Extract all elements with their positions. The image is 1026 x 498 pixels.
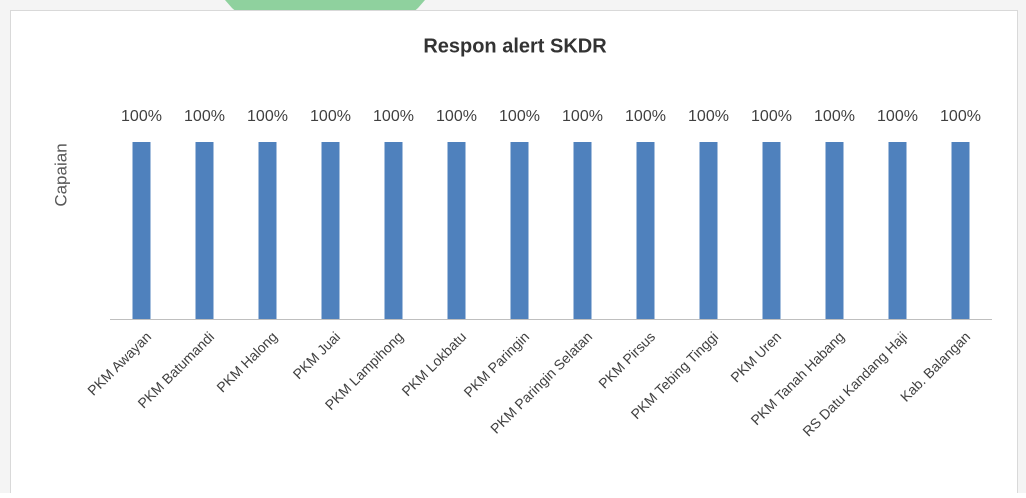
bar: [132, 142, 151, 319]
data-label: 100%: [184, 108, 225, 125]
data-label: 100%: [310, 108, 351, 125]
bar: [573, 142, 592, 319]
bar: [699, 142, 718, 319]
bar: [384, 142, 403, 319]
y-axis-label: Capaian: [51, 143, 70, 206]
bar: [258, 142, 277, 319]
bar: [825, 142, 844, 319]
chart-title: Respon alert SKDR: [423, 35, 607, 57]
data-label: 100%: [436, 108, 477, 125]
data-label: 100%: [121, 108, 162, 125]
bar: [321, 142, 340, 319]
data-label: 100%: [814, 108, 855, 125]
data-label: 100%: [688, 108, 729, 125]
bar: [951, 142, 970, 319]
bar: [447, 142, 466, 319]
data-label: 100%: [625, 108, 666, 125]
data-label: 100%: [247, 108, 288, 125]
data-label: 100%: [751, 108, 792, 125]
bar: [195, 142, 214, 319]
data-label: 100%: [562, 108, 603, 125]
bar: [636, 142, 655, 319]
data-label: 100%: [877, 108, 918, 125]
data-label: 100%: [373, 108, 414, 125]
bar: [510, 142, 529, 319]
bar: [762, 142, 781, 319]
data-label: 100%: [499, 108, 540, 125]
data-label: 100%: [940, 108, 981, 125]
bar: [888, 142, 907, 319]
